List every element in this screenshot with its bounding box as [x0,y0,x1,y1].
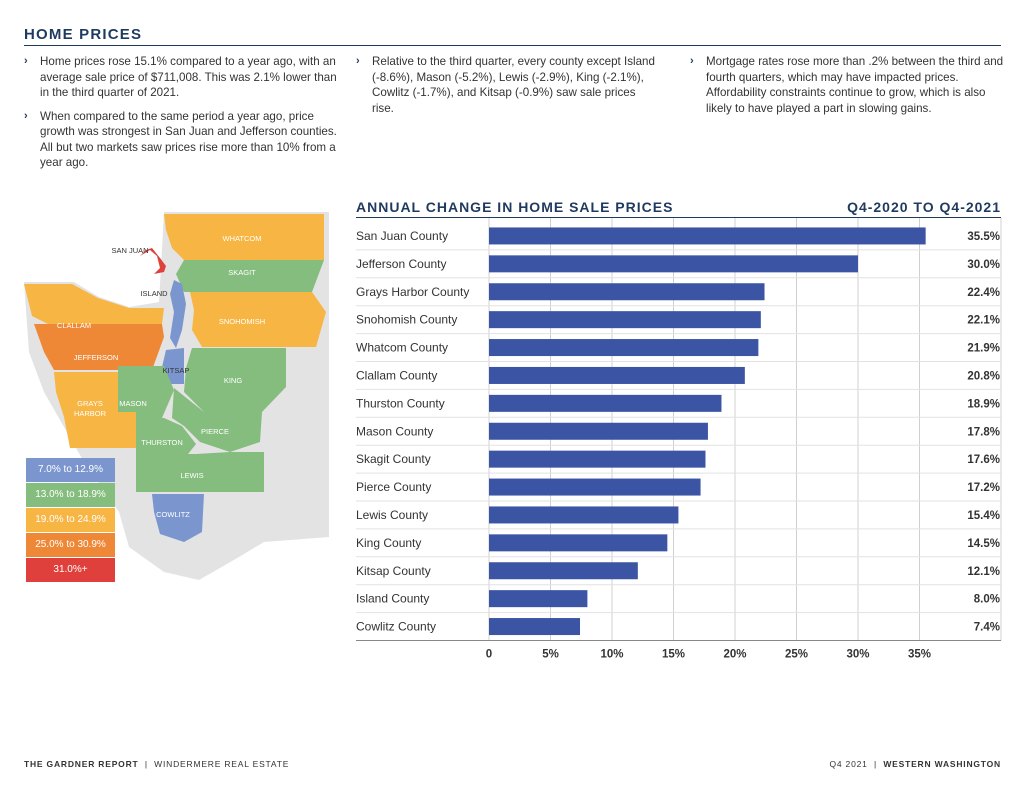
bar [489,562,638,579]
bar [489,367,745,384]
category-label: Skagit County [356,452,431,466]
legend-item: 13.0% to 18.9% [26,483,115,507]
title-divider [24,45,1001,46]
bullet-column-1: › Home prices rose 15.1% compared to a ye… [24,54,339,179]
value-label: 21.9% [967,343,1000,355]
bar [489,534,667,551]
bar [489,339,758,356]
x-tick-label: 0 [486,649,492,661]
value-label: 14.5% [967,538,1000,550]
x-tick-label: 20% [723,649,746,661]
category-label: Snohomish County [356,313,457,327]
page-title: HOME PRICES [24,26,142,43]
value-label: 20.8% [967,370,1000,382]
footer-left: THE GARDNER REPORT | WINDERMERE REAL EST… [24,759,289,769]
bar [489,618,580,635]
value-label: 22.1% [967,315,1000,327]
legend-item: 31.0%+ [26,558,115,582]
bar [489,255,858,272]
map-legend: 7.0% to 12.9% 13.0% to 18.9% 19.0% to 24… [26,458,115,583]
map-label-cowlitz: COWLITZ [156,510,190,519]
map-label-skagit: SKAGIT [228,268,256,277]
value-label: 12.1% [967,566,1000,578]
value-label: 17.6% [967,454,1000,466]
value-label: 17.2% [967,482,1000,494]
bar [489,590,587,607]
map-label-lewis: LEWIS [180,471,203,480]
map-label-pierce: PIERCE [201,427,229,436]
chart-period: Q4-2020 TO Q4-2021 [847,199,1001,215]
category-label: Kitsap County [356,564,431,578]
footer-right: Q4 2021 | WESTERN WASHINGTON [829,759,1001,769]
value-label: 15.4% [967,510,1000,522]
county-jefferson [34,324,164,370]
legend-item: 7.0% to 12.9% [26,458,115,482]
chevron-icon: › [24,54,28,70]
chevron-icon: › [690,54,694,70]
legend-item: 19.0% to 24.9% [26,508,115,532]
category-label: Thurston County [356,396,445,410]
category-label: Grays Harbor County [356,285,469,299]
x-tick-label: 15% [662,649,685,661]
category-label: Clallam County [356,368,437,382]
bar [489,506,678,523]
bar [489,395,721,412]
category-label: Whatcom County [356,341,448,355]
bullet-column-2: › Relative to the third quarter, every co… [356,54,656,124]
bar [489,311,761,328]
map-label-kitsap: KITSAP [163,366,190,375]
chart-title: ANNUAL CHANGE IN HOME SALE PRICES [356,199,673,215]
bar [489,423,708,440]
bar [489,283,765,300]
chevron-icon: › [356,54,360,70]
value-label: 17.8% [967,426,1000,438]
bullet-column-3: › Mortgage rates rose more than .2% betwe… [690,54,1005,124]
map-label-mason: MASON [119,399,147,408]
x-tick-label: 25% [785,649,808,661]
value-label: 8.0% [974,594,1000,606]
map-label-jefferson: JEFFERSON [74,353,119,362]
map-label-thurston: THURSTON [141,438,183,447]
map-label-king: KING [224,376,243,385]
legend-item: 25.0% to 30.9% [26,533,115,557]
map-label-grays-2: HARBOR [74,409,107,418]
x-tick-label: 30% [846,649,869,661]
x-tick-label: 5% [542,649,559,661]
category-label: King County [356,536,421,550]
map-label-island: ISLAND [140,289,168,298]
value-label: 30.0% [967,259,1000,271]
map-label-grays-1: GRAYS [77,399,103,408]
bullet-item: › Mortgage rates rose more than .2% betwe… [690,54,1005,116]
category-label: Jefferson County [356,257,447,271]
category-label: Pierce County [356,480,431,494]
category-label: San Juan County [356,229,448,243]
category-label: Mason County [356,424,433,438]
bar-chart: 0 5% 10% 15% 20% 25% 30% 35% San Juan County 35.5… [350,218,1010,668]
map-label-whatcom: WHATCOM [222,234,261,243]
value-label: 22.4% [967,287,1000,299]
category-label: Cowlitz County [356,620,436,634]
category-label: Island County [356,592,429,606]
bar [489,451,705,468]
x-tick-label: 35% [908,649,931,661]
map-label-snohomish: SNOHOMISH [219,317,265,326]
bullet-item: › Relative to the third quarter, every co… [356,54,656,116]
chevron-icon: › [24,109,28,125]
map-label-clallam: CLALLAM [57,321,91,330]
category-label: Lewis County [356,508,428,522]
value-label: 7.4% [974,622,1000,634]
bullet-item: › When compared to the same period a year… [24,109,339,171]
x-tick-label: 10% [600,649,623,661]
bullet-item: › Home prices rose 15.1% compared to a ye… [24,54,339,101]
value-label: 35.5% [967,231,1000,243]
bar [489,227,926,244]
bar [489,479,701,496]
value-label: 18.9% [967,398,1000,410]
map-label-san-juan: SAN JUAN [111,246,148,255]
